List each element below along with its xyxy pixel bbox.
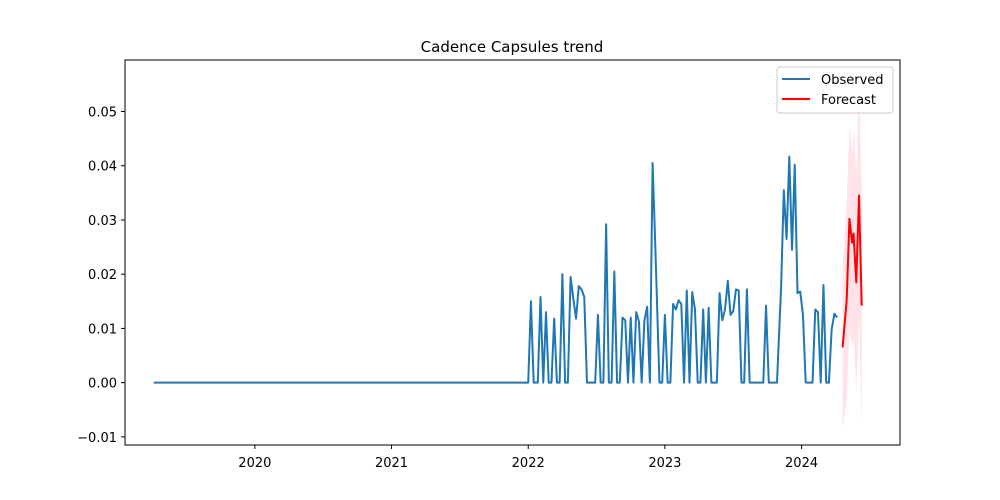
x-tick-label-2020: 2020 [238,456,271,471]
series-line-observed [153,155,838,384]
axes: 2020 2021 2022 2023 2024 −0.01 0.00 0.01 0.02 0.0… [77,59,901,471]
legend-label-forecast: Forecast [821,93,876,108]
y-tick-label-5: 0.04 [88,160,117,175]
y-tick-label-2: 0.01 [88,322,117,337]
legend-label-observed: Observed [821,73,884,88]
forecast-confidence-band [842,81,862,429]
plot-area [153,81,863,429]
y-tick-label-4: 0.03 [88,214,117,229]
x-tick-label-2024: 2024 [785,456,818,471]
x-tick-label-2023: 2023 [648,456,681,471]
y-tick-label-3: 0.02 [88,268,117,283]
y-tick-label-0: −0.01 [77,431,117,446]
series-line-forecast [841,194,863,348]
y-tick-label-6: 0.05 [88,106,117,121]
axes-frame [124,59,901,446]
chart-title: Cadence Capsules trend [421,38,604,56]
y-tick-label-1: 0.00 [88,377,117,392]
x-tick-label-2021: 2021 [375,456,408,471]
legend: Observed Forecast [776,66,894,114]
x-tick-label-2022: 2022 [512,456,545,471]
